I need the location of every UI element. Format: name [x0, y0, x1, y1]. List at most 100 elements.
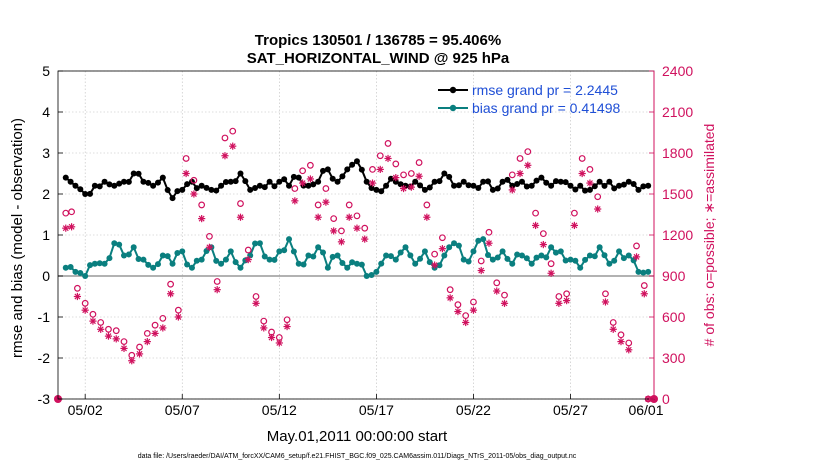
obs-possible-point [206, 232, 213, 240]
bias-point [485, 251, 492, 258]
obs-assimilated-point [345, 213, 353, 221]
obs-possible-point [112, 327, 120, 335]
axes: 05/02 05/07 05/12 05/17 05/22 05/27 06/01 -3 -2 -… [38, 63, 694, 418]
obs-possible-point [89, 310, 97, 318]
obs-possible-point [338, 227, 345, 235]
obs-possible-point [159, 314, 167, 322]
bias-point [552, 249, 559, 256]
rmse-point [252, 184, 259, 191]
obs-possible-point [431, 250, 439, 258]
bias-point [543, 254, 550, 261]
rmse-point [451, 182, 458, 189]
obs-assimilated-point [291, 197, 299, 205]
obs-possible-point [578, 155, 586, 162]
obs-possible-point [120, 338, 128, 346]
bias-point [353, 260, 360, 267]
rmse-point [557, 178, 564, 185]
bias-point [184, 261, 191, 268]
obs-possible-point [105, 325, 112, 333]
obs-possible-point [477, 257, 485, 265]
bias-point [533, 254, 540, 261]
obs-possible-point [252, 293, 260, 300]
rmse-point [548, 182, 555, 189]
obs-possible-point [198, 201, 206, 209]
obs-assimilated-point [229, 142, 237, 150]
rmse-series [62, 158, 652, 202]
obs-assimilated-point [368, 179, 377, 187]
bias-point [319, 249, 326, 256]
rmse-point [436, 178, 443, 185]
bias-point [402, 244, 409, 251]
y-tick-label: 4 [42, 104, 50, 120]
obs-possible-point [532, 209, 539, 217]
obs-assimilated-point [392, 174, 400, 182]
obs-assimilated-point [104, 332, 113, 340]
y-tick-label: 0 [42, 268, 50, 284]
bias-point [572, 257, 579, 264]
bias-point [523, 255, 530, 262]
obs-assimilated-point [376, 165, 384, 173]
bias-point [577, 264, 584, 271]
obs-possible-point [563, 290, 571, 298]
rmse-point [620, 181, 627, 188]
bias-point [237, 264, 244, 271]
rmse-point [329, 175, 336, 182]
obs-assimilated-point [120, 344, 128, 353]
rmse-point [518, 178, 525, 185]
obs-possible-point [446, 286, 454, 294]
rmse-point [485, 178, 492, 185]
y-tick-label: 1 [42, 227, 50, 243]
bias-point [611, 257, 618, 264]
rmse-point [523, 183, 530, 190]
gridlines [58, 70, 654, 400]
obs-assimilated-point [477, 266, 485, 275]
obs-assimilated-point [516, 169, 524, 178]
y2-tick-label: 1800 [662, 145, 693, 161]
bias-point [494, 254, 501, 261]
obs-assimilated-point [617, 338, 625, 346]
rmse-point [106, 181, 113, 188]
rmse-point [237, 170, 244, 177]
obs-possible-point [136, 343, 143, 351]
obs-possible-point [190, 176, 198, 184]
rmse-point [572, 186, 579, 193]
bias-point [87, 262, 94, 269]
y2-tick-label: 0 [662, 391, 670, 407]
bias-point [504, 255, 511, 262]
bias-point [295, 260, 302, 267]
obs-possible-point [400, 171, 407, 179]
bias-point [261, 253, 268, 260]
bias-point [252, 240, 259, 247]
rmse-point [247, 186, 254, 193]
rmse-point [475, 185, 482, 192]
legend-bias-marker [449, 104, 457, 112]
obs-possible-point [81, 299, 89, 307]
rmse-point [96, 183, 103, 190]
obs-possible-point [229, 127, 237, 135]
obs-possible-point [602, 290, 609, 298]
y2-tick-label: 2100 [662, 104, 693, 120]
bias-point [256, 240, 263, 247]
obs-possible-point [314, 201, 322, 209]
rmse-point [489, 186, 496, 193]
bias-point [218, 260, 225, 267]
rmse-point [635, 186, 642, 193]
obs-assimilated-point [213, 286, 221, 294]
obs-assimilated-point [283, 322, 291, 331]
obs-assimilated-point [438, 245, 446, 253]
y-tick-label: 5 [42, 63, 50, 79]
bias-point [383, 252, 390, 259]
rmse-point [344, 166, 351, 173]
obs-possible-point [345, 201, 353, 209]
obs-possible-point [633, 242, 640, 250]
bias-point [363, 273, 370, 279]
obs-assimilated-point [244, 256, 252, 264]
y2-tick-label: 300 [662, 350, 686, 366]
rmse-point [218, 182, 225, 189]
rmse-point [383, 182, 390, 189]
bias-point [378, 260, 385, 267]
obs-assimilated-point [159, 324, 167, 332]
bias-point [286, 236, 293, 243]
obs-possible-point [244, 246, 252, 254]
